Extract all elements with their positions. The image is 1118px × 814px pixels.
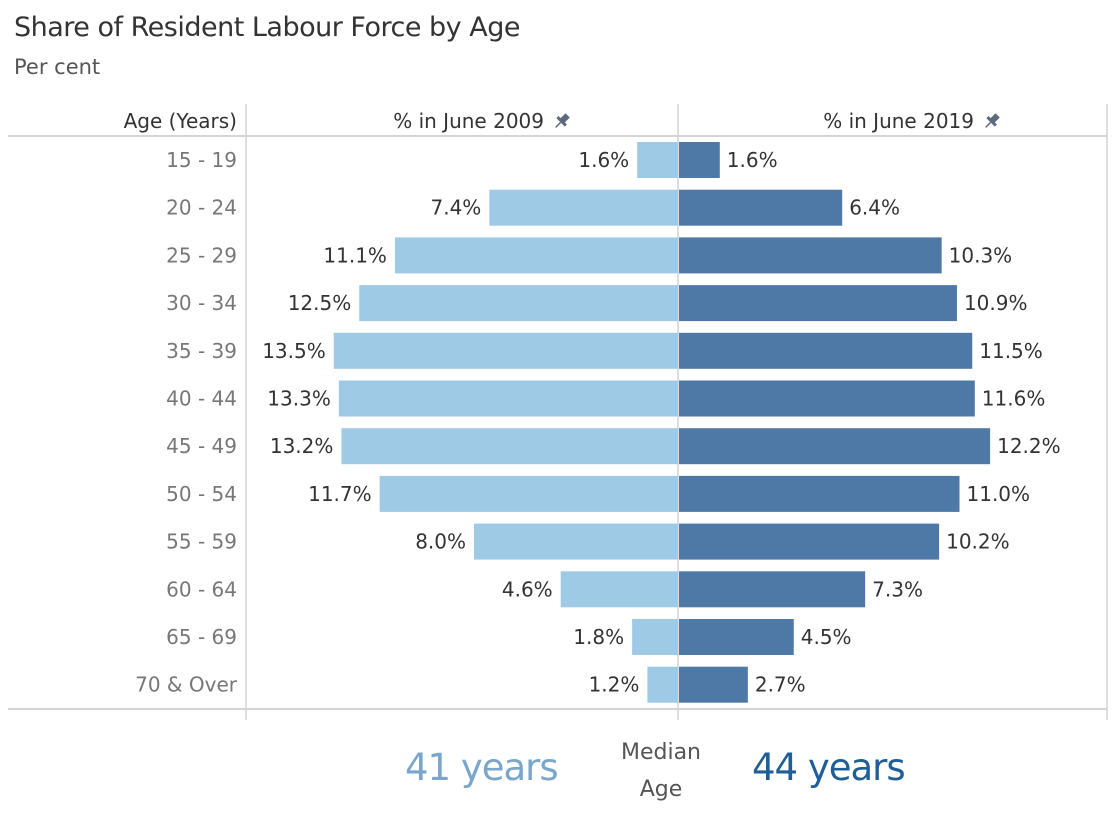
chart-row: 45 - 49 13.2% 12.2% [166,428,1061,465]
pyramid-chart: Age (Years) % in June 2009 % in June 201… [8,104,1108,720]
data-label-2009: 1.8% [573,625,624,649]
bar-2009[interactable] [379,475,678,512]
chart-row: 35 - 39 13.5% 11.5% [166,332,1043,369]
data-label-2009: 11.1% [323,243,387,267]
data-label-2009: 13.2% [270,434,334,458]
data-label-2019: 7.3% [872,577,923,601]
median-age-label: Median Age [606,734,716,808]
data-label-2009: 13.3% [267,387,331,411]
category-label: 25 - 29 [166,243,237,267]
data-label-2019: 10.9% [964,291,1028,315]
category-label: 40 - 44 [166,387,237,411]
bar-2019[interactable] [679,428,991,465]
category-label: 70 & Over [135,673,238,697]
bar-2019[interactable] [679,666,748,703]
bar-2019[interactable] [679,380,975,417]
bar-2009[interactable] [637,142,678,178]
pin-icon[interactable] [981,111,1002,132]
bar-2019[interactable] [679,571,866,608]
category-label: 15 - 19 [166,148,237,172]
bar-2019[interactable] [679,142,720,178]
chart-row: 40 - 44 13.3% 11.6% [166,380,1046,417]
series-header-2009: % in June 2009 [393,109,572,133]
bar-2009[interactable] [489,189,678,226]
data-label-2009: 12.5% [288,291,352,315]
data-label-2019: 11.5% [979,339,1043,363]
median-label-line1: Median [620,740,702,765]
data-label-2019: 11.0% [967,482,1031,506]
bar-2009[interactable] [338,380,678,417]
data-label-2009: 11.7% [308,482,372,506]
bar-2009[interactable] [359,285,678,322]
data-label-2019: 10.2% [946,530,1010,554]
bar-2019[interactable] [679,475,960,512]
chart-row: 15 - 19 1.6% 1.6% [166,142,778,178]
median-age-2009: 41 years [405,746,559,789]
median-label-line2: Age [639,777,683,802]
category-label: 65 - 69 [166,625,237,649]
data-label-2019: 12.2% [997,434,1061,458]
bar-2019[interactable] [679,285,957,322]
bar-2019[interactable] [679,189,843,226]
data-label-2009: 1.2% [589,673,640,697]
bar-2019[interactable] [679,523,940,560]
bar-2009[interactable] [632,619,678,655]
chart-row: 70 & Over 1.2% 2.7% [135,666,806,703]
chart-row: 20 - 24 7.4% 6.4% [166,189,900,226]
data-label-2019: 11.6% [982,387,1046,411]
data-label-2009: 8.0% [415,530,466,554]
chart-row: 55 - 59 8.0% 10.2% [166,523,1010,560]
bar-2009[interactable] [560,571,678,608]
series-header-2009-label: % in June 2009 [393,109,544,133]
category-label: 30 - 34 [166,291,237,315]
chart-title: Share of Resident Labour Force by Age [14,12,520,43]
category-label: 35 - 39 [166,339,237,363]
bar-2009[interactable] [647,666,678,703]
category-label: 20 - 24 [166,196,237,220]
data-label-2009: 1.6% [578,148,629,172]
bar-2009[interactable] [474,523,678,560]
data-label-2009: 7.4% [430,196,481,220]
chart-rows: 15 - 19 1.6% 1.6% 20 - 24 7.4% 6.4% 25 - 29 11.… [135,142,1061,703]
chart-row: 65 - 69 1.8% 4.5% [166,619,852,655]
chart-subtitle: Per cent [14,55,101,79]
chart-row: 50 - 54 11.7% 11.0% [166,475,1031,512]
category-label: 50 - 54 [166,482,237,506]
category-label: 60 - 64 [166,577,237,601]
bar-2009[interactable] [333,332,678,369]
bar-2009[interactable] [394,237,678,274]
pin-icon[interactable] [551,111,572,132]
bar-2019[interactable] [679,619,794,655]
category-label: 55 - 59 [166,530,237,554]
bar-2019[interactable] [679,332,973,369]
data-label-2019: 1.6% [727,148,778,172]
series-header-2019: % in June 2019 [823,109,1002,133]
chart-row: 30 - 34 12.5% 10.9% [166,285,1028,322]
bar-2019[interactable] [679,237,942,274]
data-label-2009: 4.6% [502,577,553,601]
data-label-2019: 4.5% [801,625,852,649]
data-label-2019: 2.7% [755,673,806,697]
bar-2009[interactable] [341,428,678,465]
data-label-2019: 6.4% [849,196,900,220]
table-lines [8,104,1108,720]
series-header-2019-label: % in June 2019 [823,109,974,133]
data-label-2019: 10.3% [949,243,1013,267]
data-label-2009: 13.5% [262,339,326,363]
chart-row: 25 - 29 11.1% 10.3% [166,237,1013,274]
median-age-2019: 44 years [752,746,906,789]
chart-row: 60 - 64 4.6% 7.3% [166,571,923,608]
category-label: 45 - 49 [166,434,237,458]
category-header: Age (Years) [124,109,237,133]
